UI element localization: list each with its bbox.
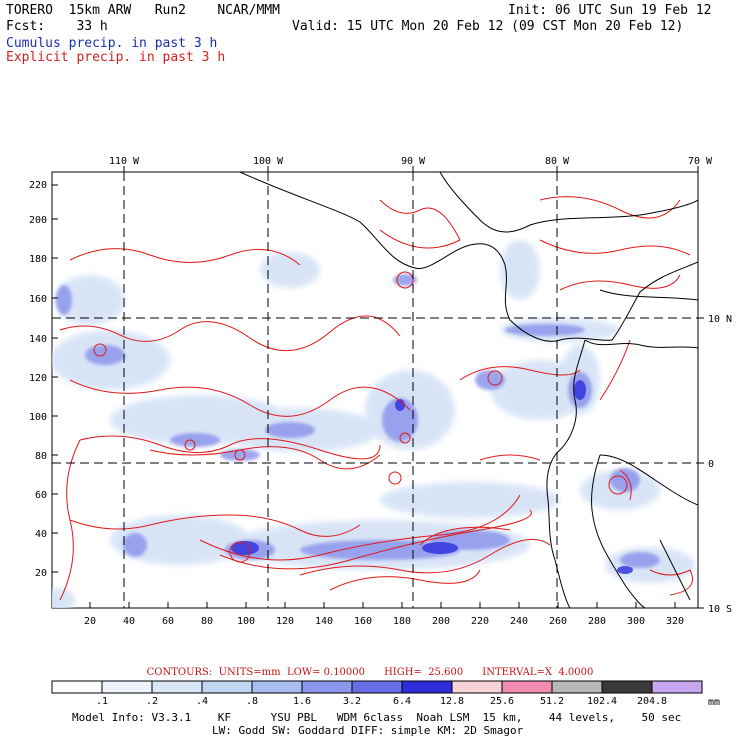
colorbar-swatch <box>51 680 103 694</box>
colorbar-swatch <box>601 680 653 694</box>
colorbar-value-label: 1.6 <box>293 696 311 707</box>
cumulus-precip-label: Cumulus precip. in past 3 h <box>6 36 218 51</box>
lon-label-100w: 100 W <box>253 156 284 167</box>
init-time: Init: 06 UTC Sun 19 Feb 12 <box>508 3 712 18</box>
x-tick: 260 <box>549 616 567 627</box>
x-tick: 160 <box>354 616 372 627</box>
x-tick: 100 <box>237 616 255 627</box>
y-tick: 100 <box>29 412 47 423</box>
y-tick: 120 <box>29 373 47 384</box>
cumulus-precip-heavy <box>231 380 633 574</box>
x-tick: 240 <box>510 616 528 627</box>
x-tick: 300 <box>627 616 645 627</box>
colorbar-value-label: .2 <box>146 696 158 707</box>
run-title: TORERO 15km ARW Run2 NCAR/MMM <box>6 3 280 18</box>
x-tick: 140 <box>315 616 333 627</box>
coastlines <box>239 172 698 608</box>
colorbar-swatch <box>301 680 353 694</box>
x-tick: 320 <box>666 616 684 627</box>
lat-label-10s: 10 S <box>708 604 732 615</box>
colorbar-value-label: .1 <box>96 696 108 707</box>
colorbar-swatch <box>101 680 153 694</box>
x-tick: 60 <box>162 616 174 627</box>
y-tick: 60 <box>35 490 47 501</box>
y-tick: 220 <box>29 180 47 191</box>
x-tick: 120 <box>276 616 294 627</box>
x-tick: 220 <box>471 616 489 627</box>
colorbar-value-label: .4 <box>196 696 208 707</box>
colorbar-value-label: 3.2 <box>343 696 361 707</box>
contours-info: CONTOURS: UNITS=mm LOW= 0.10000 HIGH= 25… <box>146 667 594 678</box>
y-tick: 180 <box>29 254 47 265</box>
colorbar-labels: .1 .2 .4 .8 1.6 3.2 6.4 12.8 25.6 51.2 102.4 204.8 <box>96 696 667 707</box>
lon-label-90w: 90 W <box>401 156 426 167</box>
explicit-precip-contours <box>59 196 693 601</box>
colorbar-swatch <box>551 680 603 694</box>
colorbar-swatch <box>201 680 253 694</box>
x-tick: 20 <box>84 616 96 627</box>
model-info-line1: Model Info: V3.3.1 KF YSU PBL WDM 6class… <box>72 711 682 724</box>
x-tick: 40 <box>123 616 135 627</box>
y-tick: 80 <box>35 451 47 462</box>
model-info-line2: LW: Godd SW: Goddard DIFF: simple KM: 2D… <box>212 724 524 737</box>
lat-label-10n: 10 N <box>708 314 732 325</box>
colorbar-swatch <box>501 680 553 694</box>
colorbar-swatch <box>151 680 203 694</box>
axis-ticks <box>52 166 704 609</box>
colorbar-value-label: 102.4 <box>587 696 617 707</box>
colorbar-value-label: 12.8 <box>440 696 464 707</box>
y-tick: 160 <box>29 294 47 305</box>
y-tick: 40 <box>35 529 47 540</box>
colorbar-value-label: 204.8 <box>637 696 667 707</box>
y-tick: 140 <box>29 334 47 345</box>
colorbar-value-label: 25.6 <box>490 696 514 707</box>
colorbar-swatch <box>451 680 503 694</box>
colorbar-value-label: .8 <box>246 696 258 707</box>
x-tick: 80 <box>201 616 213 627</box>
forecast-hour: Fcst: 33 h <box>6 19 108 34</box>
valid-time: Valid: 15 UTC Mon 20 Feb 12 (09 CST Mon … <box>292 19 684 34</box>
colorbar-value-label: 51.2 <box>540 696 564 707</box>
colorbar <box>51 680 703 694</box>
colorbar-swatch <box>351 680 403 694</box>
x-tick: 180 <box>393 616 411 627</box>
x-tick: 200 <box>432 616 450 627</box>
colorbar-swatch <box>651 680 703 694</box>
lon-label-70w: 70 W <box>688 156 713 167</box>
colorbar-swatch <box>401 680 453 694</box>
y-tick: 20 <box>35 568 47 579</box>
y-tick: 200 <box>29 215 47 226</box>
explicit-precip-label: Explicit precip. in past 3 h <box>6 50 226 65</box>
colorbar-swatch <box>251 680 303 694</box>
colorbar-value-label: 6.4 <box>393 696 411 707</box>
lon-label-80w: 80 W <box>545 156 570 167</box>
lon-label-110w: 110 W <box>109 156 140 167</box>
x-tick: 280 <box>588 616 606 627</box>
latlon-grid <box>52 172 698 608</box>
lat-label-0: 0 <box>708 459 714 470</box>
colorbar-unit: mm <box>708 697 720 708</box>
